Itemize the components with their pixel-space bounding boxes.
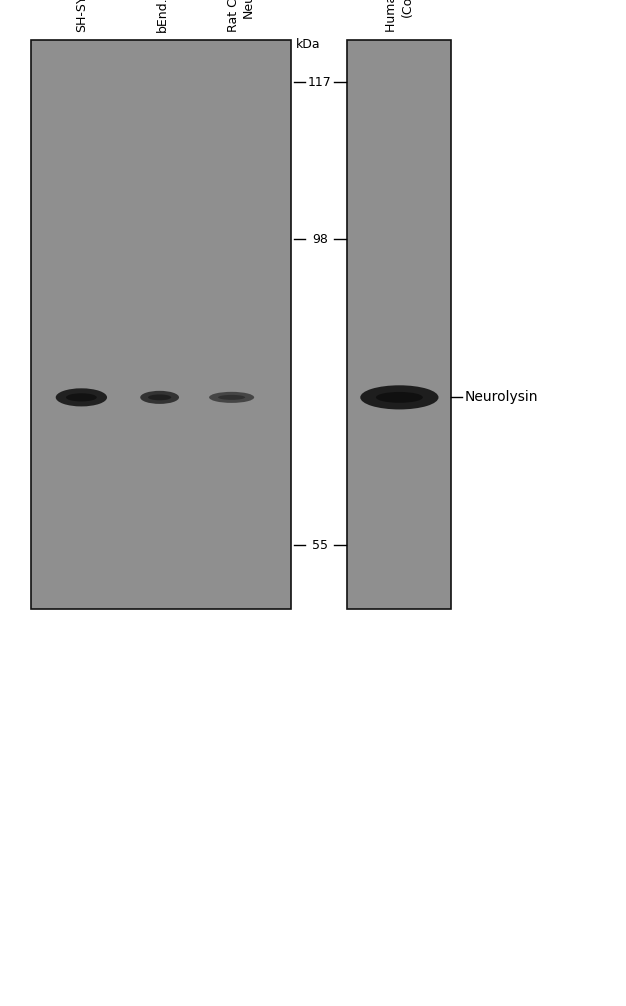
Text: Neurolysin: Neurolysin: [465, 390, 538, 404]
Ellipse shape: [140, 391, 179, 404]
Ellipse shape: [218, 395, 245, 399]
FancyBboxPatch shape: [347, 40, 451, 609]
Text: Human Brain
(Cortex): Human Brain (Cortex): [386, 0, 413, 32]
Text: bEnd.3: bEnd.3: [156, 0, 169, 32]
Ellipse shape: [209, 392, 254, 403]
Text: SH-SY5Y: SH-SY5Y: [75, 0, 88, 32]
Ellipse shape: [376, 392, 423, 402]
Text: 55: 55: [312, 539, 328, 551]
Ellipse shape: [148, 394, 172, 400]
Text: 117: 117: [308, 76, 332, 89]
Ellipse shape: [66, 393, 97, 401]
FancyBboxPatch shape: [31, 40, 291, 609]
Text: 98: 98: [312, 233, 328, 245]
Ellipse shape: [56, 388, 107, 406]
Text: kDa: kDa: [295, 38, 321, 51]
Text: Rat Cortical
Neuron: Rat Cortical Neuron: [227, 0, 255, 32]
Ellipse shape: [361, 385, 438, 409]
